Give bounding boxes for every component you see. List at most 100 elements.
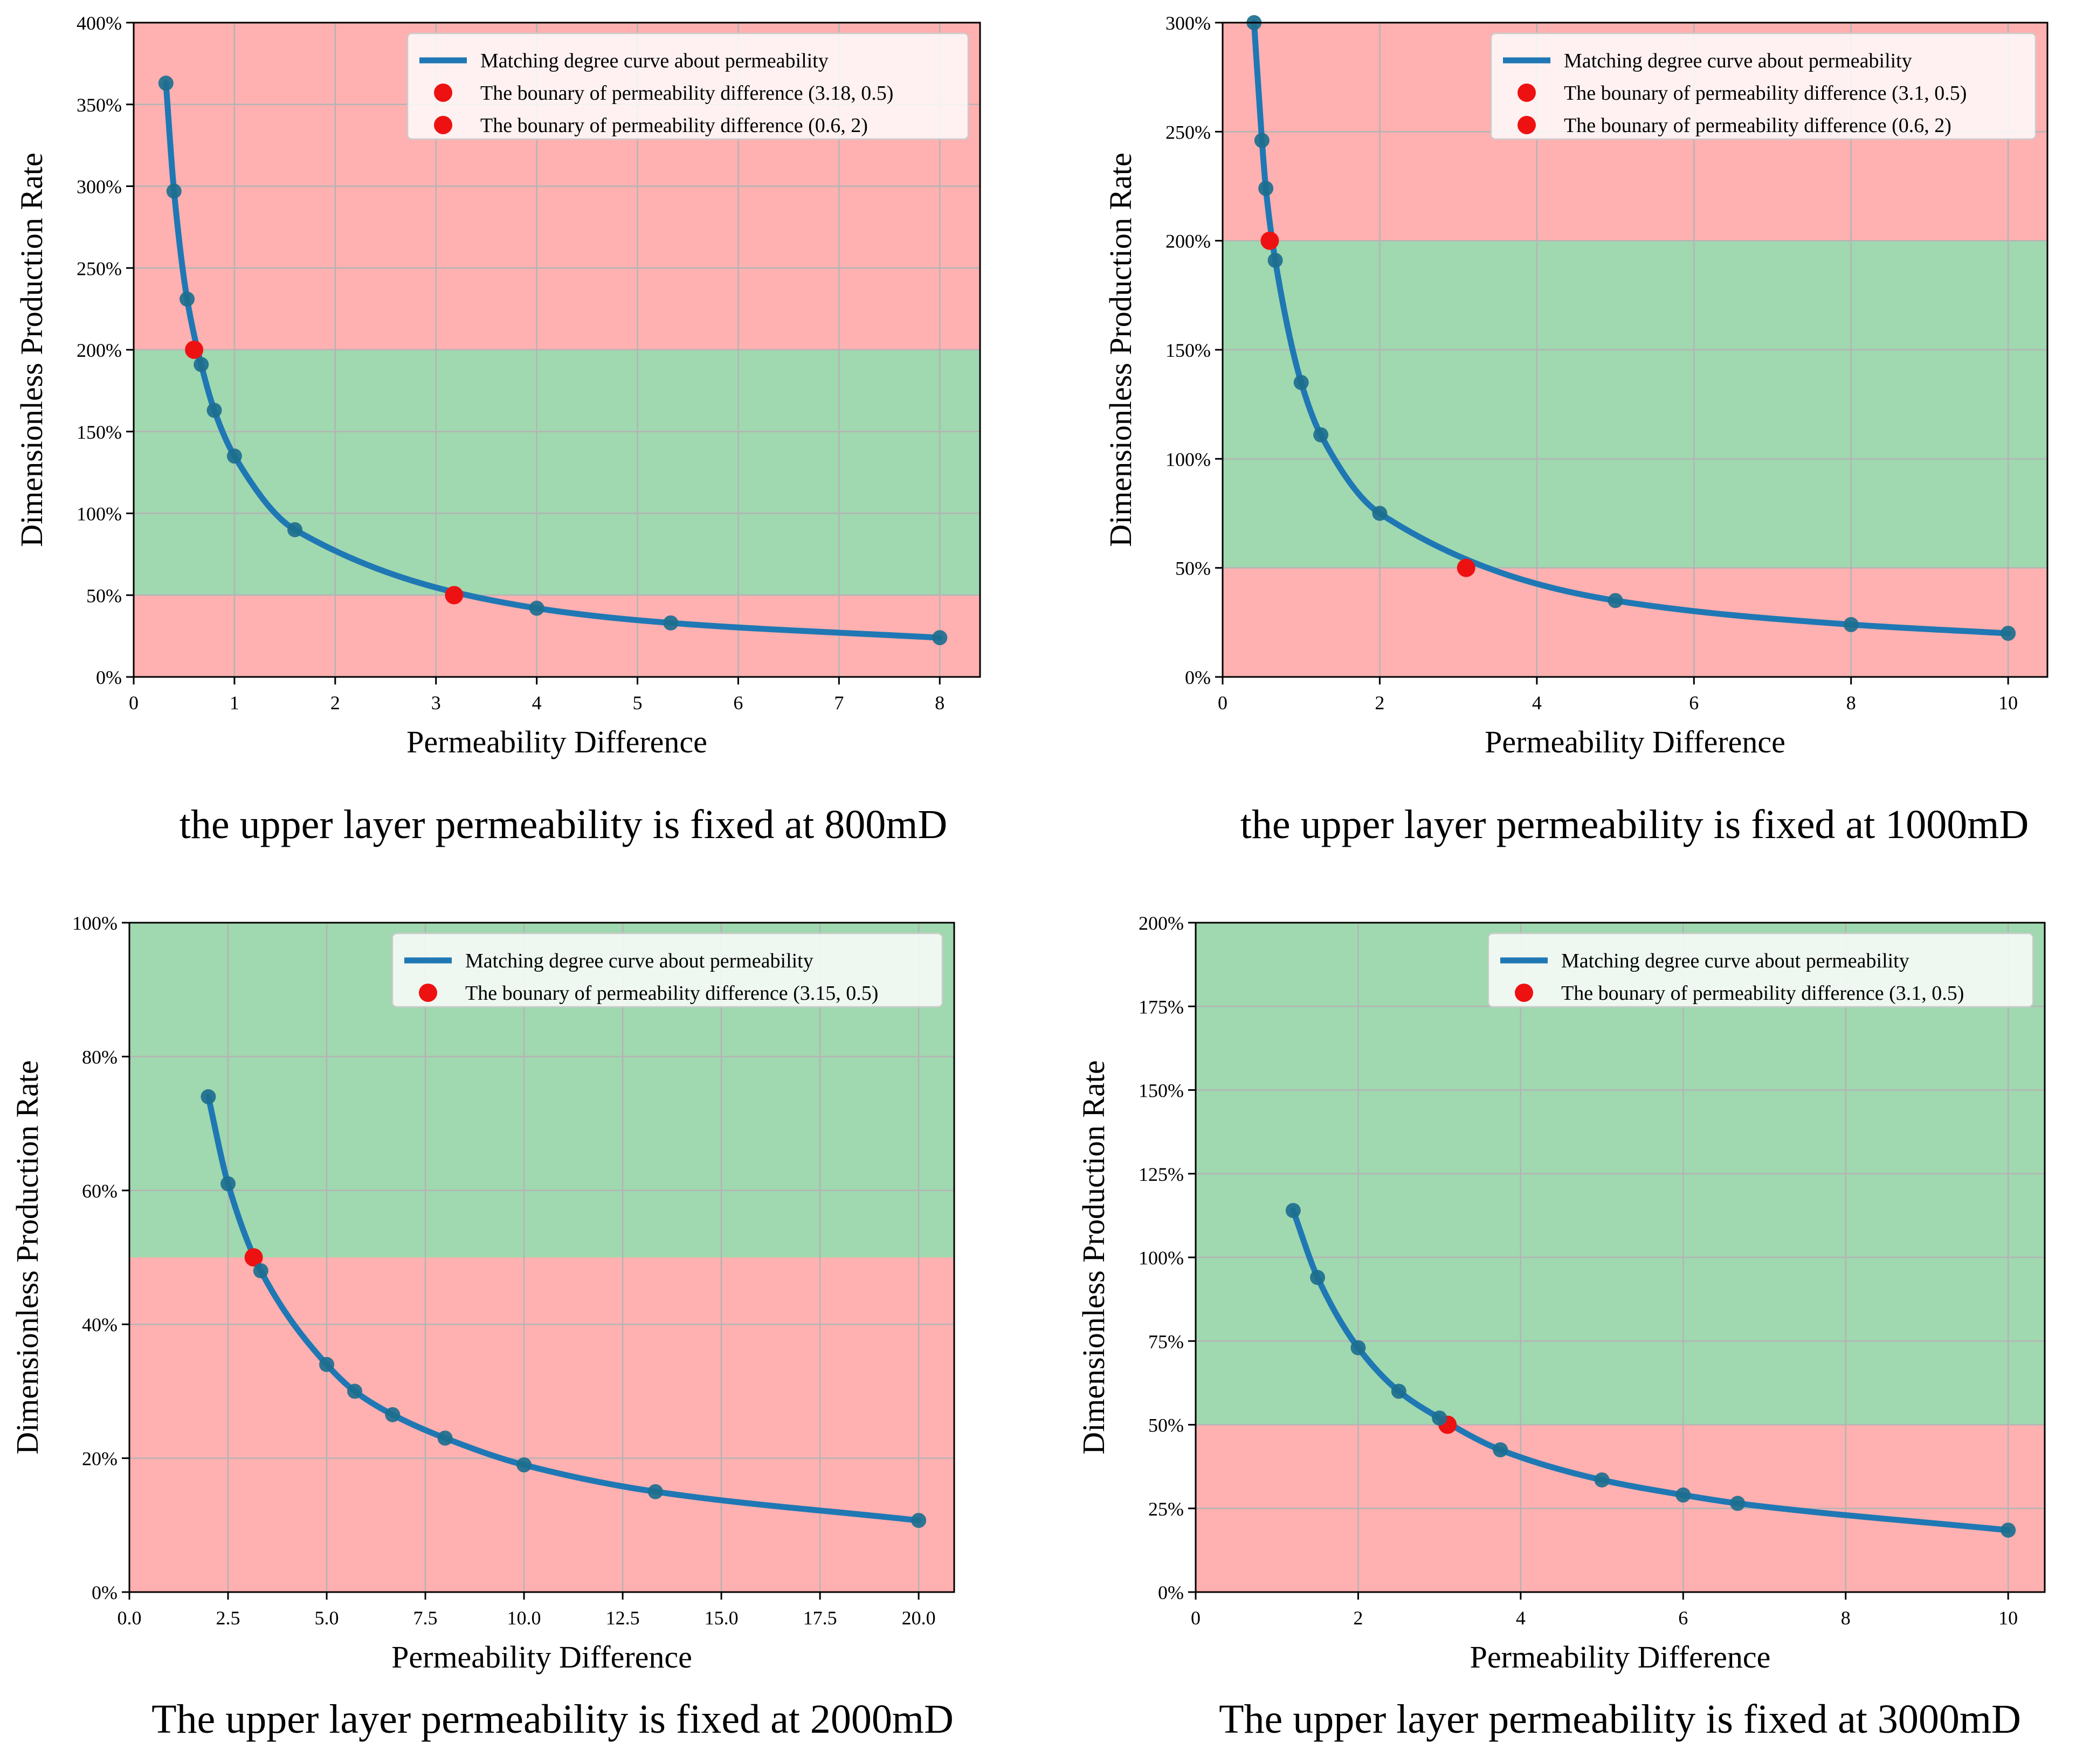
x-tick-label: 2 — [330, 692, 340, 714]
legend-box — [391, 932, 943, 1008]
y-axis-label: Dimensionless Production Rate — [1103, 153, 1138, 547]
data-point-marker — [1432, 1410, 1447, 1426]
y-tick-label: 200% — [1165, 231, 1211, 252]
data-point-marker — [385, 1407, 401, 1422]
data-point-marker — [253, 1263, 268, 1278]
legend-label: Matching degree curve about permeability — [480, 50, 829, 72]
y-tick-label: 250% — [77, 258, 122, 279]
x-tick-label: 5 — [633, 692, 643, 714]
x-tick-label: 8 — [1841, 1607, 1851, 1629]
data-point-marker — [1267, 253, 1283, 268]
data-point-marker — [1350, 1340, 1366, 1355]
figure-caption: the upper layer permeability is fixed at… — [1240, 802, 2029, 847]
y-tick-label: 50% — [86, 585, 122, 606]
x-tick-label: 0 — [129, 692, 139, 714]
legend: Matching degree curve about permeability… — [406, 32, 969, 140]
legend-label: The bounary of permeability difference (… — [1564, 82, 1967, 105]
data-point-marker — [516, 1457, 532, 1473]
band-red-zone — [129, 1257, 954, 1592]
x-tick-label: 8 — [935, 692, 944, 714]
y-tick-label: 100% — [77, 503, 122, 525]
chart-panel-4: 0 2 4 6 8 100%25%50%75%100%125%150%175%200%Pe… — [1076, 912, 2046, 1742]
figure-caption: the upper layer permeability is fixed at… — [180, 802, 948, 847]
data-point-marker — [1372, 506, 1388, 521]
legend-dot-swatch — [434, 116, 452, 134]
boundary-point — [185, 341, 204, 359]
y-tick-label: 0% — [1185, 667, 1211, 688]
legend: Matching degree curve about permeability… — [1487, 932, 2034, 1008]
legend-label: The bounary of permeability difference (… — [1561, 982, 1964, 1005]
legend-dot-swatch — [1515, 984, 1533, 1002]
legend: Matching degree curve about permeability… — [391, 932, 943, 1008]
data-point-marker — [647, 1484, 663, 1499]
x-tick-label: 6 — [733, 692, 743, 714]
y-tick-label: 400% — [77, 12, 122, 34]
data-point-marker — [663, 615, 679, 631]
y-tick-label: 20% — [82, 1448, 118, 1470]
x-axis-label: Permeability Difference — [391, 1640, 692, 1675]
figure-caption: The upper layer permeability is fixed at… — [1219, 1697, 2021, 1742]
x-tick-label: 2 — [1375, 692, 1384, 714]
data-point-marker — [220, 1176, 236, 1192]
data-point-marker — [1310, 1270, 1326, 1285]
x-tick-label: 3 — [431, 692, 441, 714]
x-tick-label: 10 — [1998, 692, 2018, 714]
y-tick-label: 150% — [1165, 340, 1211, 361]
legend: Matching degree curve about permeability… — [1490, 32, 2037, 140]
y-tick-label: 100% — [1139, 1247, 1184, 1269]
band-green-zone — [1223, 240, 2047, 568]
data-point-marker — [347, 1383, 363, 1399]
figure-caption: The upper layer permeability is fixed at… — [151, 1697, 954, 1742]
y-tick-label: 250% — [1165, 121, 1211, 143]
y-tick-label: 50% — [1175, 558, 1211, 579]
data-point-marker — [1594, 1472, 1610, 1488]
y-tick-label: 100% — [72, 912, 118, 934]
y-tick-label: 150% — [77, 421, 122, 443]
x-tick-label: 20.0 — [902, 1607, 936, 1629]
x-tick-label: 15.0 — [705, 1607, 739, 1629]
x-tick-label: 0 — [1218, 692, 1227, 714]
y-axis-label: Dimensionless Production Rate — [1076, 1060, 1111, 1454]
x-tick-label: 0 — [1191, 1607, 1201, 1629]
data-point-marker — [206, 403, 222, 418]
y-tick-label: 0% — [1158, 1582, 1184, 1603]
x-tick-label: 5.0 — [315, 1607, 339, 1629]
legend-label: The bounary of permeability difference (… — [480, 82, 893, 105]
x-axis-label: Permeability Difference — [1485, 724, 1785, 759]
data-point-marker — [911, 1513, 927, 1528]
data-point-marker — [529, 600, 544, 616]
legend-box — [1487, 932, 2034, 1008]
x-tick-label: 0.0 — [118, 1607, 142, 1629]
x-tick-label: 2.5 — [216, 1607, 240, 1629]
boundary-point — [1260, 231, 1279, 250]
legend-label: The bounary of permeability difference (… — [480, 114, 868, 137]
y-tick-label: 0% — [96, 667, 122, 688]
legend-box — [1490, 32, 2037, 140]
legend-dot-swatch — [1518, 116, 1536, 134]
data-point-marker — [226, 448, 242, 464]
data-point-marker — [437, 1430, 453, 1446]
x-tick-label: 8 — [1846, 692, 1856, 714]
data-point-marker — [1285, 1203, 1301, 1219]
data-point-marker — [287, 522, 303, 537]
y-tick-label: 75% — [1148, 1331, 1184, 1352]
boundary-point — [445, 586, 464, 605]
x-tick-label: 6 — [1678, 1607, 1688, 1629]
legend-label: Matching degree curve about permeability — [465, 950, 813, 972]
x-tick-label: 10.0 — [507, 1607, 541, 1629]
y-tick-label: 200% — [77, 340, 122, 361]
data-point-marker — [1391, 1383, 1406, 1399]
legend-dot-swatch — [434, 84, 452, 102]
x-axis-label: Permeability Difference — [1470, 1640, 1771, 1675]
chart-panel-3: 0.0 2.5 5.0 7.5 10.0 12.5 15.0 17.5 20.0 0% 20% 40%… — [10, 912, 955, 1742]
x-tick-label: 10 — [1998, 1607, 2018, 1629]
boundary-point — [1457, 558, 1475, 577]
x-tick-label: 2 — [1353, 1607, 1363, 1629]
x-tick-label: 4 — [1532, 692, 1542, 714]
chart-panel-1: 0 1 2 3 4 5 6 7 8 0% 50% 100% 150% 200% 250% 300% 350% 40… — [14, 12, 981, 847]
legend-dot-swatch — [419, 984, 437, 1002]
y-tick-label: 40% — [82, 1314, 118, 1336]
data-point-marker — [1254, 133, 1270, 148]
data-point-marker — [1293, 375, 1309, 390]
